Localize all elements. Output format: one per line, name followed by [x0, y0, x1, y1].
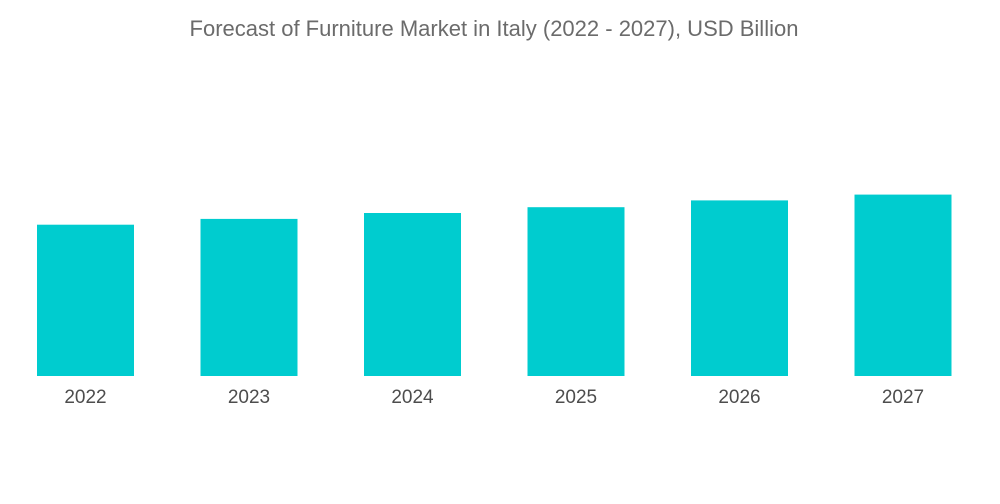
- chart-title: Forecast of Furniture Market in Italy (2…: [189, 16, 799, 41]
- bar-2024: [364, 213, 461, 376]
- x-tick-label-2023: 2023: [228, 387, 270, 408]
- x-tick-label-2027: 2027: [882, 387, 924, 408]
- x-tick-label-2025: 2025: [555, 387, 597, 408]
- bar-2022: [37, 224, 134, 376]
- bar-2027: [854, 194, 952, 376]
- bar-2025: [527, 207, 625, 376]
- bar-2023: [200, 218, 298, 376]
- x-tick-label-2022: 2022: [64, 387, 106, 408]
- bar-2026: [691, 200, 788, 376]
- x-tick-label-2026: 2026: [718, 387, 760, 408]
- x-tick-label-2024: 2024: [391, 387, 434, 408]
